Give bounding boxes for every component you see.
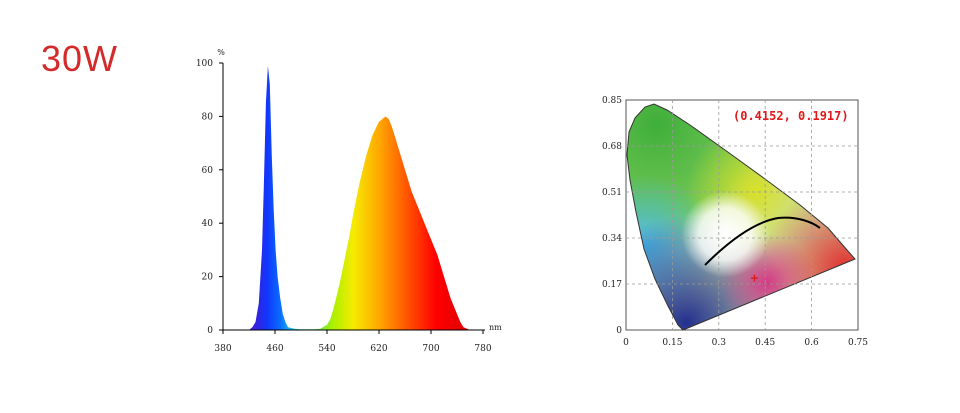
spectrum-y-tick-label: 60	[202, 166, 214, 176]
cie-x-tick-label: 0.15	[662, 338, 682, 348]
cie-x-tick-label: 0.45	[755, 338, 775, 348]
cie-x-tick-label: 0.75	[848, 338, 868, 348]
cie-x-tick-label: 0	[623, 338, 629, 348]
spectrum-x-tick-label: 700	[422, 344, 439, 354]
spectrum-y-unit: %	[217, 48, 225, 57]
spectrum-x-tick-label: 460	[266, 344, 283, 354]
spectrum-y-tick-label: 80	[202, 112, 214, 122]
spectrum-y-tick-label: 0	[207, 326, 213, 336]
cie-y-tick-label: 0.34	[602, 234, 622, 244]
cie-chart: (0.4152, 0.1917) 0 0.15 0.3 0.45 0.6 0.75 0 0.1…	[602, 96, 868, 348]
cie-x-tick-label: 0.6	[804, 338, 819, 348]
cie-y-tick-label: 0	[616, 326, 622, 336]
spectrum-y-tick-label: 40	[202, 219, 214, 229]
cie-y-tick-label: 0.85	[602, 96, 622, 106]
spectrum-y-tick-label: 100	[196, 59, 213, 69]
cie-y-tick-label: 0.51	[602, 188, 622, 198]
spectrum-x-tick-label: 620	[370, 344, 387, 354]
spectrum-chart: % nm 380 460 540 620 700 780 0 20 40 60 80 100	[196, 48, 502, 354]
spectrum-y-tick-label: 20	[202, 273, 214, 283]
spectrum-x-tick-label: 540	[318, 344, 335, 354]
chromaticity-point-marker	[750, 274, 758, 282]
cie-x-tick-label: 0.3	[712, 338, 727, 348]
wattage-label: 30W	[41, 38, 119, 79]
spectrum-x-unit: nm	[489, 323, 502, 332]
chromaticity-coordinate-label: (0.4152, 0.1917)	[733, 109, 849, 123]
spectrum-x-tick-label: 380	[214, 344, 231, 354]
cie-y-tick-label: 0.17	[602, 280, 622, 290]
spectrum-area	[223, 65, 483, 330]
spectrum-x-tick-label: 780	[474, 344, 491, 354]
planckian-locus	[704, 216, 821, 266]
cie-y-tick-label: 0.68	[602, 142, 622, 152]
